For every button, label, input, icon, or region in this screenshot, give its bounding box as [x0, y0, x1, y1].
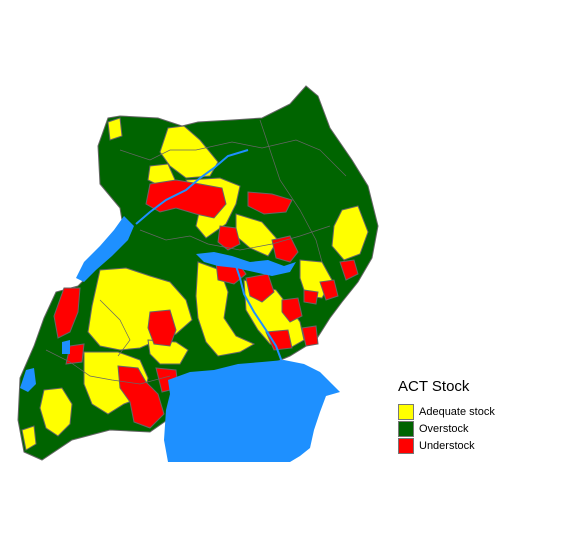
district-adequate: [147, 339, 189, 365]
boundary-line: [139, 225, 331, 251]
understock-regions: [53, 179, 359, 429]
district-understock: [117, 365, 165, 429]
lake-victoria: [164, 360, 340, 462]
water-bodies: [20, 149, 340, 462]
lake-kyoga: [196, 252, 296, 276]
legend-item-overstock: Overstock: [398, 420, 495, 437]
district-boundaries: [45, 119, 347, 385]
legend-item-understock: Understock: [398, 437, 495, 454]
district-understock: [303, 289, 319, 305]
legend-label: Adequate stock: [419, 405, 495, 418]
lake-george: [62, 340, 70, 354]
overstock-swatch: [398, 420, 414, 437]
legend-title: ACT Stock: [398, 378, 470, 395]
district-adequate: [159, 125, 219, 179]
lake-edward: [20, 368, 36, 392]
district-understock: [339, 259, 359, 281]
legend-label: Overstock: [419, 422, 469, 435]
legend-item-adequate: Adequate stock: [398, 403, 495, 420]
district-understock: [217, 225, 241, 251]
district-understock: [265, 329, 293, 351]
boundary-line: [119, 139, 347, 177]
district-adequate: [39, 387, 73, 437]
legend-label: Understock: [419, 439, 475, 452]
boundary-line: [99, 299, 131, 357]
boundary-line: [45, 349, 171, 385]
district-understock: [247, 191, 293, 215]
understock-swatch: [398, 437, 414, 454]
district-adequate: [195, 261, 256, 357]
district-understock: [147, 309, 177, 347]
lake-albert: [76, 216, 134, 282]
legend: ACT Stock Adequate stock Overstock Under…: [398, 378, 495, 454]
river-nile: [135, 149, 249, 225]
district-understock: [65, 343, 85, 365]
district-understock: [245, 273, 275, 303]
adequate-swatch: [398, 403, 414, 420]
district-understock: [301, 325, 319, 347]
boundary-line: [259, 119, 323, 263]
district-understock: [281, 297, 303, 323]
victoria-nile: [235, 265, 283, 363]
district-adequate: [331, 205, 369, 261]
district-adequate: [21, 425, 37, 451]
district-understock: [145, 179, 227, 219]
district-understock: [53, 287, 81, 339]
district-understock: [319, 279, 339, 301]
district-adequate: [107, 117, 123, 141]
